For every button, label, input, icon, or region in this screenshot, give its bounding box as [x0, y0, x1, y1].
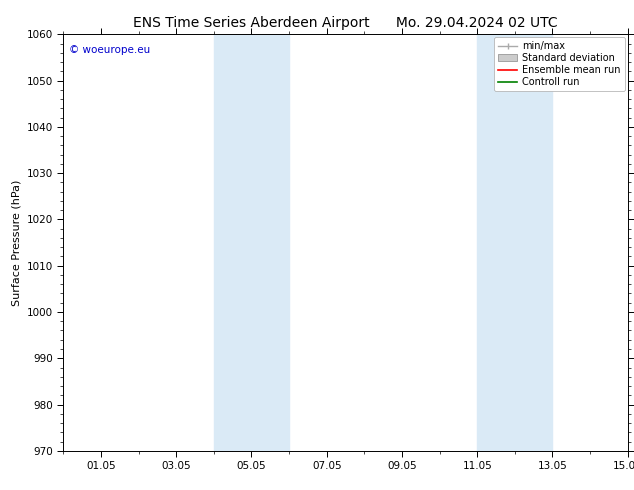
Bar: [477, 34, 552, 451]
Text: © woeurope.eu: © woeurope.eu: [69, 45, 150, 55]
Legend: min/max, Standard deviation, Ensemble mean run, Controll run: min/max, Standard deviation, Ensemble me…: [494, 37, 624, 91]
Y-axis label: Surface Pressure (hPa): Surface Pressure (hPa): [11, 179, 21, 306]
Bar: [214, 34, 289, 451]
Title: ENS Time Series Aberdeen Airport      Mo. 29.04.2024 02 UTC: ENS Time Series Aberdeen Airport Mo. 29.…: [133, 16, 558, 30]
